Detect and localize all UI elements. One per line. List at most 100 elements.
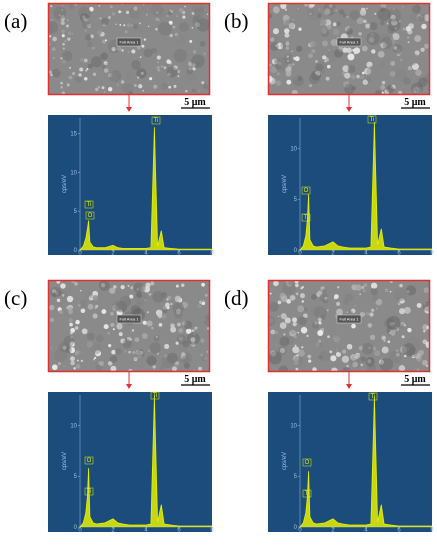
sem-particle	[178, 328, 184, 334]
sem-particle	[157, 18, 161, 22]
sem-particle	[177, 322, 181, 327]
sem-texture	[133, 282, 144, 293]
annotation: O	[305, 460, 310, 466]
sem-particle	[189, 39, 193, 43]
sem-particle	[400, 321, 405, 327]
sem-texture	[320, 28, 329, 38]
sem-texture	[278, 346, 287, 355]
sem-particle	[285, 281, 293, 287]
sem-particle	[60, 57, 63, 60]
sem-frame	[267, 2, 431, 96]
sem-particle	[367, 359, 372, 364]
sem-texture	[316, 283, 330, 297]
sem-particle	[277, 61, 282, 67]
x-tick-label: 2	[111, 251, 115, 257]
sem-particle	[370, 282, 378, 289]
sem-particle	[123, 92, 125, 94]
sem-particle	[182, 92, 185, 94]
sem-particle	[120, 338, 126, 344]
sem-texture	[186, 331, 200, 345]
sem-particle	[61, 58, 67, 64]
sem-particle	[322, 40, 329, 47]
annotation-box	[84, 200, 94, 209]
sem-texture	[420, 293, 428, 301]
sem-particle	[112, 304, 119, 311]
sem-texture	[179, 351, 193, 365]
sem-particle	[177, 75, 180, 77]
sem-particle	[66, 306, 70, 310]
sem-particle	[283, 333, 286, 336]
sem-texture	[386, 85, 395, 94]
sem-particle	[123, 24, 126, 27]
y-axis-label: cps/eV	[62, 452, 68, 470]
sem-particle	[327, 49, 330, 51]
sem-texture	[319, 350, 331, 362]
sem-texture	[343, 299, 349, 305]
sem-particle	[411, 63, 419, 71]
sem-particle	[361, 71, 365, 75]
sem-particle	[139, 350, 144, 355]
sem-particle	[336, 301, 341, 306]
sem-particle	[49, 43, 51, 46]
sem-texture	[193, 16, 200, 23]
sem-texture	[400, 324, 405, 329]
sem-particle	[326, 309, 329, 312]
sem-texture	[347, 64, 356, 73]
y-tick-label: 10	[290, 423, 297, 429]
sem-particle	[116, 323, 123, 330]
sem-texture	[322, 288, 327, 293]
sem-particle	[270, 329, 276, 335]
sem-particle	[184, 5, 187, 8]
sem-particle	[132, 350, 136, 355]
sem-particle	[330, 355, 337, 362]
sem-particle	[280, 317, 283, 320]
sem-particle	[175, 341, 179, 345]
sem-particle	[89, 34, 94, 39]
sem-texture	[314, 61, 327, 74]
sem-particle	[127, 51, 130, 53]
sem-particle	[380, 4, 387, 9]
sem-particle	[416, 368, 420, 371]
sem-texture	[166, 9, 174, 17]
sem-particle	[201, 20, 203, 22]
x-tick-label: 4	[144, 251, 148, 257]
sem-particle	[381, 91, 384, 94]
sem-particle	[285, 66, 292, 73]
sem-texture	[366, 31, 380, 46]
sem-particle	[175, 284, 179, 288]
sem-particle	[170, 10, 173, 13]
sem-particle	[336, 349, 338, 352]
sem-particle	[286, 55, 289, 58]
sem-texture	[387, 18, 401, 32]
sem-particle	[423, 302, 426, 305]
sem-particle	[51, 46, 56, 51]
x-tick-label: 4	[364, 528, 368, 534]
sem-texture	[60, 291, 68, 299]
sem-particle	[71, 71, 76, 76]
sem-particle	[81, 328, 88, 335]
sem-particle	[50, 317, 55, 322]
sem-particle	[363, 283, 368, 287]
sem-particle	[156, 55, 161, 60]
sem-particle	[395, 349, 399, 353]
y-tick-label: 15	[70, 132, 77, 138]
sem-particle	[399, 308, 406, 315]
sem-particle	[169, 9, 171, 11]
sem-particle	[395, 352, 400, 357]
sem-texture	[282, 281, 296, 295]
sem-particle	[101, 309, 107, 314]
sem-particle	[145, 13, 148, 16]
sem-texture	[191, 88, 196, 93]
sem-texture	[186, 67, 194, 75]
area-label: Full Area 1	[339, 40, 359, 45]
sem-particle	[113, 285, 117, 289]
sem-texture	[405, 52, 419, 66]
sem-particle	[326, 24, 332, 30]
sem-particle	[289, 329, 297, 337]
sem-texture	[160, 82, 169, 91]
panel: (d) Full Area 1 5 μm 0 5 10 0 2 4 6 8 cps/eV Ti O Ti	[224, 279, 434, 534]
sem-texture	[346, 27, 354, 35]
sem-particle	[188, 67, 192, 71]
sem-particle	[60, 283, 66, 289]
sem-particle	[86, 23, 91, 29]
